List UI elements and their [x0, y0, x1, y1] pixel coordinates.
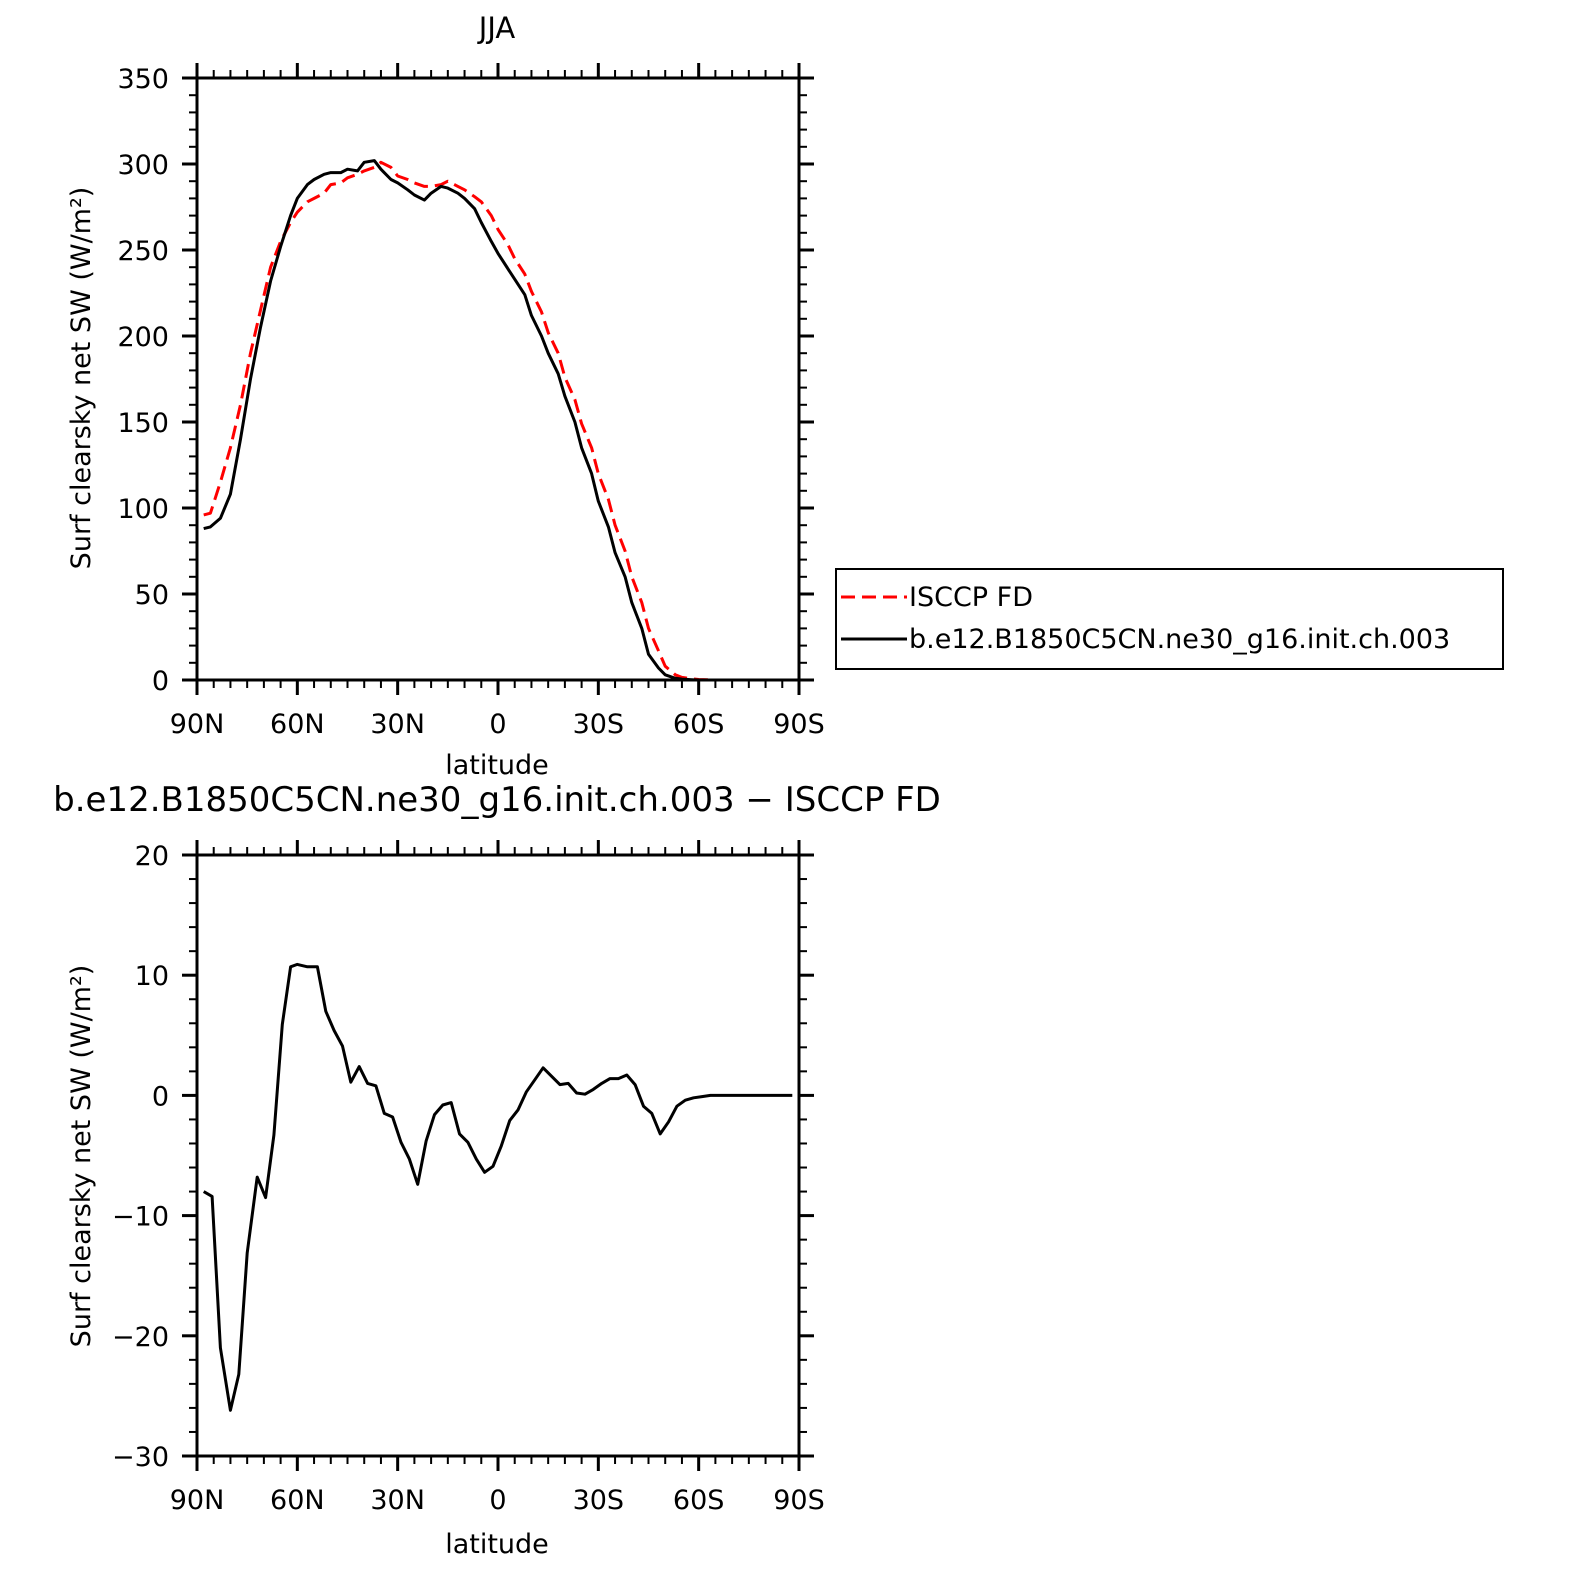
top-xtick-label: 60N — [270, 709, 325, 740]
legend-box — [835, 568, 1504, 670]
top-xtick-label: 60S — [673, 709, 725, 740]
top-plot-frame — [195, 76, 801, 682]
top-xtick-label: 30N — [370, 709, 425, 740]
bottom-xtick-label: 30N — [370, 1485, 425, 1516]
top-ytick-label: 350 — [117, 64, 169, 95]
top-ytick-label: 150 — [117, 408, 169, 439]
svg-text:Surf clearsky net SW (W/m²): Surf clearsky net SW (W/m²) — [66, 965, 97, 1348]
top-ytick-label: 300 — [117, 150, 169, 181]
bottom-ytick-label: −30 — [112, 1442, 169, 1473]
top-ytick-label: 50 — [135, 580, 169, 611]
bottom-panel: b.e12.B1850C5CN.ne30_g16.init.ch.003 − I… — [53, 780, 941, 1560]
top-x-axis-label: latitude — [445, 750, 549, 781]
bottom-ytick-label: 10 — [135, 961, 169, 992]
bottom-series-line-0 — [202, 962, 793, 1412]
legend-label-model: b.e12.B1850C5CN.ne30_g16.init.ch.003 — [909, 624, 1450, 655]
bottom-chart-title: b.e12.B1850C5CN.ne30_g16.init.ch.003 − I… — [53, 780, 941, 820]
top-chart-title: JJA — [477, 11, 516, 45]
bottom-plot-lines — [202, 962, 793, 1412]
bottom-y-axis-label: Surf clearsky net SW (W/m²) — [66, 965, 97, 1348]
bottom-ytick-label: 20 — [135, 841, 169, 872]
bottom-xtick-label: 60N — [270, 1485, 325, 1516]
top-ytick-label: 100 — [117, 494, 169, 525]
bottom-xtick-label: 90S — [773, 1485, 825, 1516]
svg-text:Surf clearsky net SW (W/m²): Surf clearsky net SW (W/m²) — [66, 187, 97, 570]
top-series-line-0 — [203, 160, 793, 682]
top-ytick-label: 200 — [117, 322, 169, 353]
top-xtick-label: 90S — [773, 709, 825, 740]
top-xtick-label: 90N — [170, 709, 225, 740]
bottom-ytick-label: 0 — [152, 1081, 169, 1112]
bottom-xtick-label: 0 — [489, 1485, 506, 1516]
top-axis-ticks: 90N 60N 30N 0 30S 60S 90S 0 50 100 150 200 250 300 350 — [117, 63, 825, 740]
top-panel: JJA Surf clearsky net SW (W/m²) latitude… — [66, 11, 825, 781]
top-series-line-1 — [203, 159, 793, 682]
bottom-ytick-label: −10 — [112, 1202, 169, 1233]
top-ytick-label: 250 — [117, 236, 169, 267]
bottom-x-axis-label: latitude — [445, 1529, 549, 1560]
top-plot-lines — [203, 159, 793, 682]
bottom-ytick-label: −20 — [112, 1322, 169, 1353]
legend-label-isccp: ISCCP FD — [909, 582, 1033, 613]
top-xtick-label: 0 — [489, 709, 506, 740]
bottom-xtick-label: 30S — [573, 1485, 625, 1516]
bottom-plot-frame — [195, 853, 801, 1458]
bottom-axis-ticks: 90N 60N 30N 0 30S 60S 90S −30 −20 −10 0 10 20 — [112, 840, 825, 1516]
bottom-xtick-label: 60S — [673, 1485, 725, 1516]
legend: ISCCP FD b.e12.B1850C5CN.ne30_g16.init.c… — [835, 568, 1504, 670]
top-ytick-label: 0 — [152, 666, 169, 697]
top-y-axis-label: Surf clearsky net SW (W/m²) — [66, 187, 97, 570]
bottom-xtick-label: 90N — [170, 1485, 225, 1516]
top-xtick-label: 30S — [573, 709, 625, 740]
